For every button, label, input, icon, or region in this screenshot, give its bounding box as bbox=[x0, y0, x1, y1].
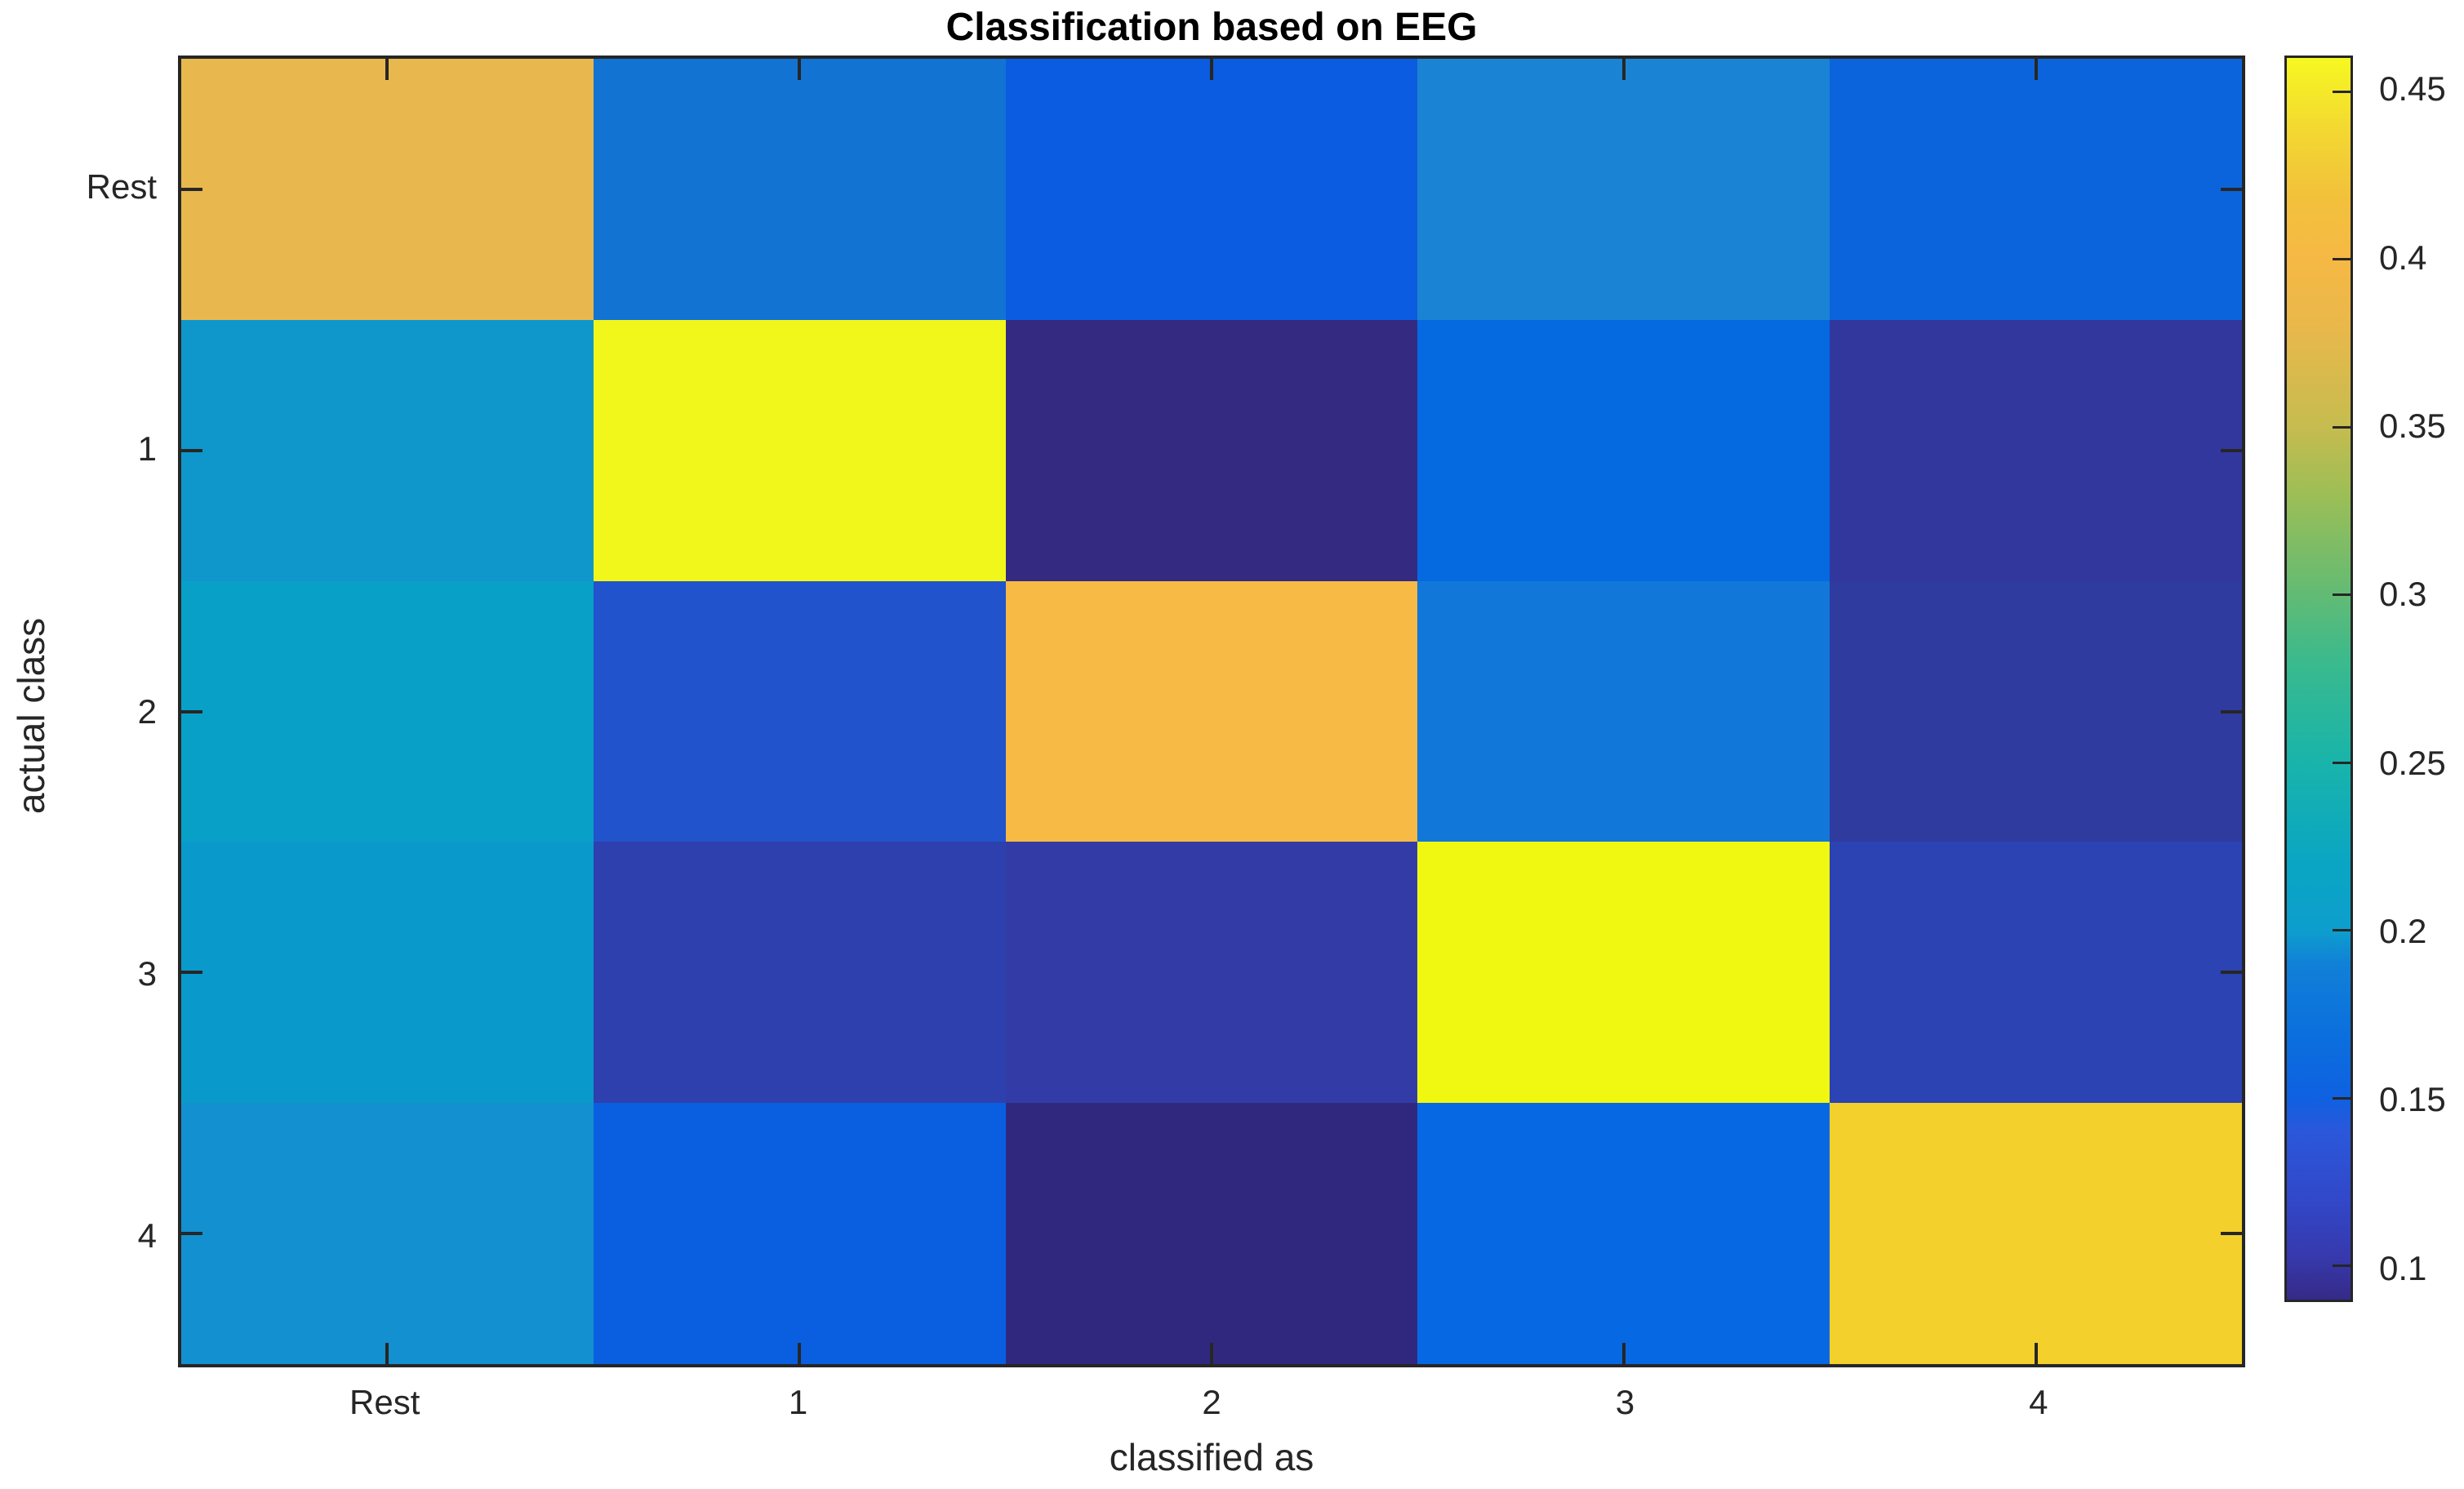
colorbar-tick-label: 0.3 bbox=[2379, 575, 2427, 614]
colorbar-tick bbox=[2333, 1096, 2351, 1100]
x-tick-label: Rest bbox=[349, 1383, 420, 1421]
heatmap-cell-2-4 bbox=[1830, 580, 2242, 842]
y-tick-left bbox=[181, 709, 202, 713]
x-tick-top bbox=[1621, 59, 1626, 80]
heatmap-cell-2-Rest bbox=[181, 580, 594, 842]
heatmap-cell-2-1 bbox=[593, 580, 1006, 842]
heatmap-cell-Rest-3 bbox=[1417, 59, 1830, 320]
heatmap-cell-2-2 bbox=[1005, 580, 1418, 842]
heatmap-cell-4-3 bbox=[1417, 1103, 1830, 1364]
heatmap-cell-Rest-2 bbox=[1005, 59, 1418, 320]
heatmap-cell-3-1 bbox=[593, 842, 1006, 1104]
colorbar-tick bbox=[2333, 593, 2351, 597]
y-tick-left bbox=[181, 1232, 202, 1236]
heatmap-cell-1-4 bbox=[1830, 319, 2242, 581]
x-tick-label: 3 bbox=[1615, 1383, 1635, 1421]
x-tick-bottom bbox=[1210, 1343, 1213, 1364]
y-tick-left bbox=[181, 971, 202, 975]
colorbar-tick-label: 0.25 bbox=[2379, 743, 2446, 782]
heatmap-cell-3-2 bbox=[1005, 842, 1418, 1104]
x-tick-top bbox=[2034, 59, 2038, 80]
y-tick-right bbox=[2221, 448, 2242, 452]
colorbar-tick-label: 0.4 bbox=[2379, 238, 2427, 277]
y-tick-right bbox=[2221, 187, 2242, 191]
heatmap-cell-1-3 bbox=[1417, 319, 1830, 581]
heatmap-cell-2-3 bbox=[1417, 580, 1830, 842]
y-tick-left bbox=[181, 187, 202, 191]
x-tick-bottom bbox=[385, 1343, 389, 1364]
colorbar-tick-label: 0.35 bbox=[2379, 406, 2446, 445]
heatmap-cell-Rest-4 bbox=[1830, 59, 2242, 320]
y-tick-right bbox=[2221, 709, 2242, 713]
x-axis-label: classified as bbox=[1109, 1436, 1314, 1478]
heatmap-cell-4-4 bbox=[1830, 1103, 2242, 1364]
heatmap-cell-1-1 bbox=[593, 319, 1006, 581]
heatmap-plot-area bbox=[178, 56, 2245, 1367]
y-tick-label: 3 bbox=[137, 953, 157, 993]
heatmap-cell-3-3 bbox=[1417, 842, 1830, 1104]
colorbar-tick bbox=[2333, 258, 2351, 261]
y-tick-right bbox=[2221, 971, 2242, 975]
heatmap-cell-1-Rest bbox=[181, 319, 594, 581]
x-tick-bottom bbox=[1621, 1343, 1626, 1364]
y-tick-label: Rest bbox=[86, 167, 157, 206]
heatmap-cell-1-2 bbox=[1005, 319, 1418, 581]
plot-title: Classification based on EEG bbox=[945, 6, 1478, 49]
heatmap-cell-Rest-Rest bbox=[181, 59, 594, 320]
x-tick-label: 4 bbox=[2029, 1383, 2048, 1421]
y-tick-left bbox=[181, 448, 202, 452]
y-tick-label: 2 bbox=[137, 691, 157, 731]
colorbar-tick-label: 0.2 bbox=[2379, 912, 2427, 951]
x-tick-label: 1 bbox=[788, 1383, 808, 1421]
x-tick-top bbox=[385, 59, 389, 80]
colorbar-tick-label: 0.45 bbox=[2379, 69, 2446, 109]
y-tick-label: 1 bbox=[137, 429, 157, 469]
x-tick-bottom bbox=[798, 1343, 802, 1364]
colorbar-tick-label: 0.1 bbox=[2379, 1248, 2427, 1287]
x-tick-label: 2 bbox=[1202, 1383, 1221, 1421]
colorbar-tick bbox=[2333, 929, 2351, 932]
x-tick-bottom bbox=[2034, 1343, 2038, 1364]
heatmap-cell-3-4 bbox=[1830, 842, 2242, 1104]
x-tick-top bbox=[1210, 59, 1213, 80]
colorbar bbox=[2284, 56, 2353, 1302]
colorbar-tick bbox=[2333, 1265, 2351, 1268]
colorbar-tick bbox=[2333, 90, 2351, 93]
heatmap-cell-4-Rest bbox=[181, 1103, 594, 1364]
y-tick-label: 4 bbox=[137, 1216, 157, 1256]
heatmap-cell-Rest-1 bbox=[593, 59, 1006, 320]
colorbar-tick bbox=[2333, 761, 2351, 764]
x-tick-top bbox=[798, 59, 802, 80]
heatmap-cell-4-1 bbox=[593, 1103, 1006, 1364]
colorbar-tick bbox=[2333, 425, 2351, 429]
heatmap-cell-4-2 bbox=[1005, 1103, 1418, 1364]
y-tick-right bbox=[2221, 1232, 2242, 1236]
heatmap-cell-3-Rest bbox=[181, 842, 594, 1104]
colorbar-tick-label: 0.15 bbox=[2379, 1080, 2446, 1119]
heatmap-grid bbox=[181, 59, 2242, 1364]
